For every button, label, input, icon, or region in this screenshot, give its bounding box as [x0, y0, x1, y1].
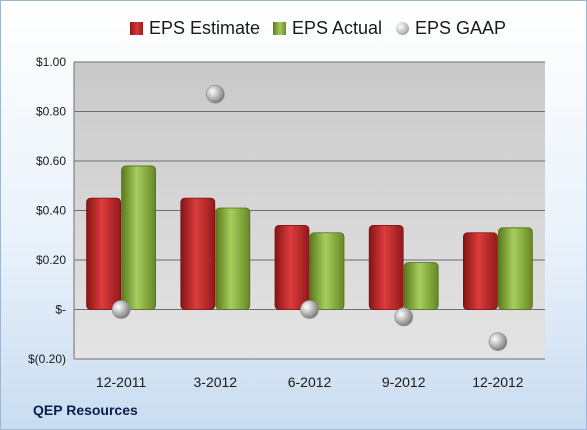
y-tick-label: $0.40 — [36, 204, 66, 218]
company-name: QEP Resources — [33, 402, 138, 418]
marker-eps-gaap — [488, 332, 508, 351]
bar-eps-actual — [215, 207, 251, 310]
x-tick-label: 6-2012 — [288, 374, 332, 390]
x-tick-label: 9-2012 — [382, 374, 426, 390]
legend-swatch-eps-actual — [273, 21, 286, 35]
gaap-markers — [111, 84, 508, 351]
y-axis-labels: $1.00 $0.80 $0.60 $0.40 $0.20 $- $(0.20) — [28, 55, 66, 366]
legend-item-eps-actual: EPS Actual — [273, 14, 382, 42]
x-tick-label: 12-2011 — [96, 374, 147, 390]
bar-eps-actual — [309, 232, 345, 310]
legend-item-eps-gaap: EPS GAAP — [396, 14, 506, 42]
marker-eps-gaap — [206, 84, 225, 104]
y-tick-label: $0.20 — [36, 253, 66, 267]
bar-eps-estimate — [86, 197, 121, 310]
bar-eps-actual — [403, 262, 439, 310]
x-axis-labels: 12-2011 3-2012 6-2012 9-2012 12-2012 — [96, 374, 524, 390]
marker-eps-gaap — [111, 300, 131, 319]
legend-label-eps-estimate: EPS Estimate — [149, 17, 261, 38]
y-tick-label: $- — [55, 303, 66, 317]
y-tick-label: $1.00 — [36, 55, 66, 69]
bar-eps-actual — [497, 227, 533, 310]
y-tick-label: $0.60 — [36, 154, 66, 168]
bar-eps-estimate — [462, 232, 498, 310]
bar-eps-estimate — [368, 224, 404, 310]
marker-eps-gaap — [300, 300, 319, 319]
x-tick-label: 3-2012 — [194, 374, 238, 390]
x-tick-label: 12-2012 — [472, 374, 524, 390]
legend: EPS Estimate EPS Actual EPS GAAP — [0, 14, 587, 42]
bar-eps-actual — [121, 165, 156, 310]
bars — [86, 165, 533, 310]
legend-swatch-eps-estimate — [130, 21, 143, 35]
bar-eps-estimate — [180, 197, 216, 310]
y-tick-label: $0.80 — [36, 105, 66, 119]
y-tick-label: $(0.20) — [28, 352, 66, 366]
legend-item-eps-estimate: EPS Estimate — [130, 14, 260, 42]
bar-eps-estimate — [274, 224, 310, 310]
legend-label-eps-gaap: EPS GAAP — [415, 17, 507, 38]
legend-swatch-eps-gaap — [396, 21, 409, 35]
marker-eps-gaap — [394, 307, 414, 327]
legend-label-eps-actual: EPS Actual — [292, 17, 383, 38]
